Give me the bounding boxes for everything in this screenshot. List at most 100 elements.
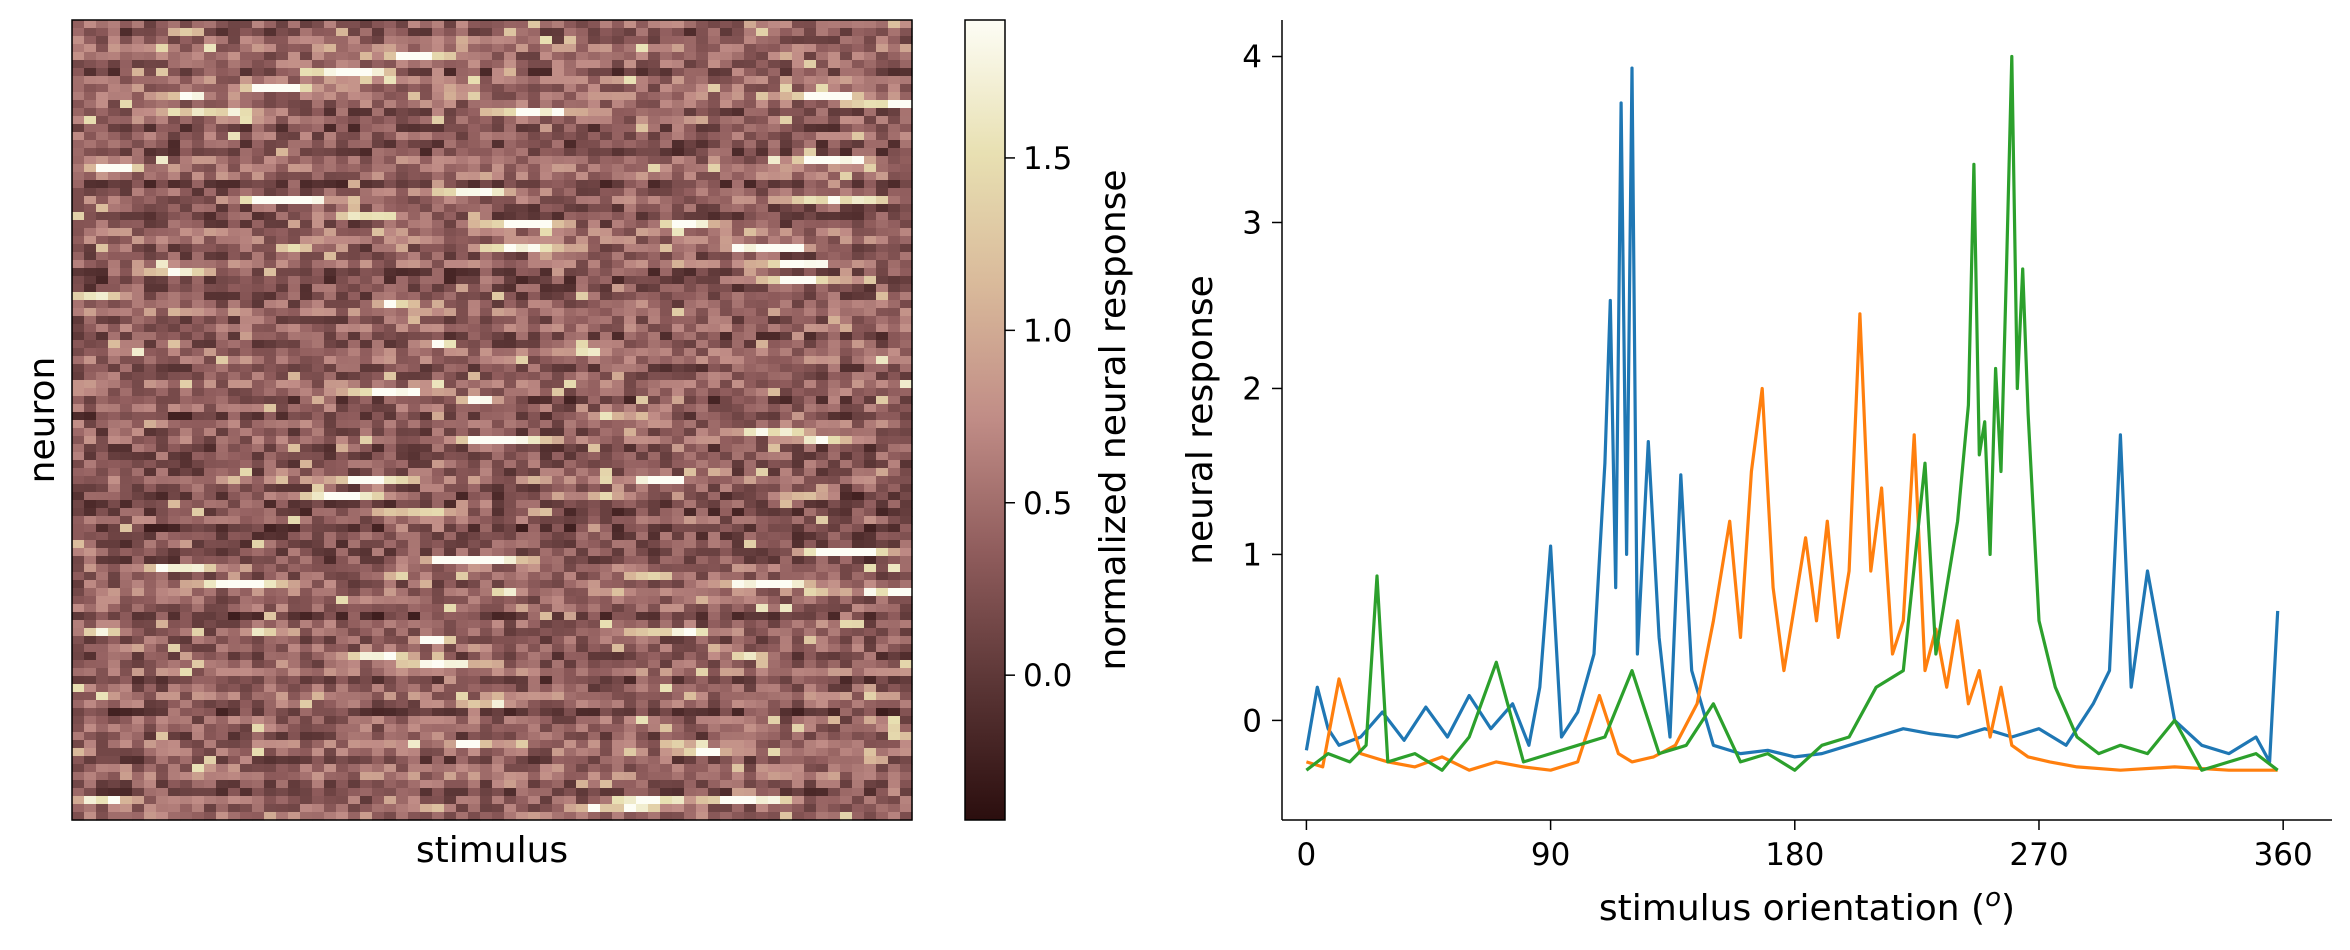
heatmap-cell <box>252 332 265 341</box>
heatmap-cell <box>276 516 289 525</box>
heatmap-cell <box>336 196 349 205</box>
heatmap-cell <box>504 580 517 589</box>
heatmap-cell <box>684 500 697 509</box>
heatmap-cell <box>240 316 253 325</box>
heatmap-cell <box>72 324 85 333</box>
heatmap-cell <box>492 580 505 589</box>
heatmap-cell <box>888 60 901 69</box>
heatmap-cell <box>492 412 505 421</box>
heatmap-cell <box>240 348 253 357</box>
heatmap-cell <box>480 212 493 221</box>
heatmap-cell <box>360 284 373 293</box>
heatmap-cell <box>612 460 625 469</box>
heatmap-cell <box>540 380 553 389</box>
heatmap-cell <box>684 132 697 141</box>
heatmap-cell <box>192 420 205 429</box>
heatmap-cell <box>216 132 229 141</box>
heatmap-cell <box>96 140 109 149</box>
heatmap-cell <box>744 428 757 437</box>
heatmap-cell <box>228 292 241 301</box>
heatmap-cell <box>216 396 229 405</box>
heatmap-cell <box>684 204 697 213</box>
heatmap-cell <box>84 20 97 29</box>
heatmap-cell <box>588 516 601 525</box>
heatmap-cell <box>132 436 145 445</box>
heatmap-cell <box>252 420 265 429</box>
heatmap-cell <box>120 388 133 397</box>
heatmap-cell <box>612 276 625 285</box>
heatmap-cell <box>588 500 601 509</box>
heatmap-cell <box>132 108 145 117</box>
heatmap-cell <box>564 60 577 69</box>
heatmap-cell <box>888 276 901 285</box>
heatmap-cell <box>312 268 325 277</box>
heatmap-cell <box>624 156 637 165</box>
heatmap-cell <box>228 68 241 77</box>
heatmap-cell <box>144 516 157 525</box>
heatmap-cell <box>396 436 409 445</box>
heatmap-cell <box>456 212 469 221</box>
heatmap-cell <box>864 236 877 245</box>
heatmap-cell <box>288 108 301 117</box>
heatmap-cell <box>672 228 685 237</box>
heatmap-cell <box>360 508 373 517</box>
heatmap-cell <box>372 468 385 477</box>
heatmap-cell <box>384 388 397 397</box>
heatmap-cell <box>396 532 409 541</box>
heatmap-cell <box>576 388 589 397</box>
heatmap-cell <box>624 428 637 437</box>
heatmap-cell <box>264 268 277 277</box>
heatmap-cell <box>276 28 289 37</box>
heatmap-cell <box>612 468 625 477</box>
heatmap-cell <box>804 172 817 181</box>
heatmap-cell <box>492 436 505 445</box>
heatmap-cell <box>108 84 121 93</box>
heatmap-cell <box>156 100 169 109</box>
heatmap-cell <box>264 188 277 197</box>
heatmap-cell <box>516 116 529 125</box>
heatmap-cell <box>120 516 133 525</box>
heatmap-cell <box>324 132 337 141</box>
heatmap-cell <box>288 460 301 469</box>
heatmap-cell <box>192 508 205 517</box>
heatmap-cell <box>552 148 565 157</box>
heatmap-cell <box>660 420 673 429</box>
heatmap-cell <box>264 44 277 53</box>
heatmap-cell <box>84 284 97 293</box>
heatmap-cell <box>864 188 877 197</box>
heatmap-cell <box>96 396 109 405</box>
heatmap-cell <box>672 468 685 477</box>
heatmap-cell <box>264 572 277 581</box>
heatmap-cell <box>120 28 133 37</box>
heatmap-cell <box>756 308 769 317</box>
heatmap-cell <box>672 396 685 405</box>
heatmap-cell <box>828 428 841 437</box>
heatmap-cell <box>336 468 349 477</box>
heatmap-cell <box>804 204 817 213</box>
heatmap-cell <box>744 396 757 405</box>
heatmap-cell <box>156 28 169 37</box>
heatmap-cell <box>84 332 97 341</box>
heatmap-cell <box>240 196 253 205</box>
heatmap-cell <box>96 156 109 165</box>
heatmap-cell <box>360 380 373 389</box>
heatmap-cell <box>864 60 877 69</box>
heatmap-cell <box>816 484 829 493</box>
heatmap-cell <box>600 548 613 557</box>
heatmap-cell <box>756 60 769 69</box>
heatmap-cell <box>768 548 781 557</box>
heatmap-cell <box>552 164 565 173</box>
heatmap-cell <box>900 244 913 253</box>
heatmap-cell <box>252 388 265 397</box>
heatmap-cell <box>264 364 277 373</box>
heatmap-cell <box>120 244 133 253</box>
heatmap-cell <box>480 204 493 213</box>
heatmap-cell <box>108 548 121 557</box>
heatmap-cell <box>516 540 529 549</box>
heatmap-cell <box>336 140 349 149</box>
heatmap-cell <box>600 556 613 565</box>
heatmap-cell <box>864 508 877 517</box>
heatmap-cell <box>756 316 769 325</box>
heatmap-cell <box>864 212 877 221</box>
heatmap-cell <box>432 268 445 277</box>
